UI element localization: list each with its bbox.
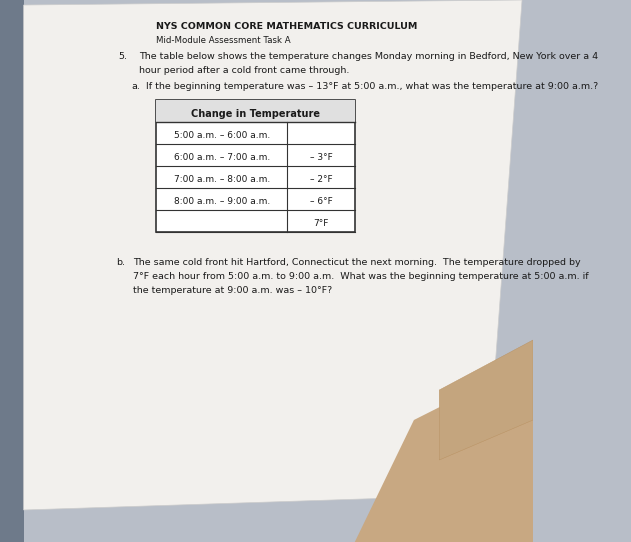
Text: 7:00 a.m. – 8:00 a.m.: 7:00 a.m. – 8:00 a.m. bbox=[174, 176, 270, 184]
Text: – 2°F: – 2°F bbox=[310, 176, 333, 184]
Text: The same cold front hit Hartford, Connecticut the next morning.  The temperature: The same cold front hit Hartford, Connec… bbox=[134, 258, 581, 267]
Bar bbox=[0, 0, 23, 542]
Text: 5:00 a.m. – 6:00 a.m.: 5:00 a.m. – 6:00 a.m. bbox=[174, 132, 270, 140]
Text: 7°F: 7°F bbox=[314, 220, 329, 229]
Text: a.: a. bbox=[131, 82, 140, 91]
Bar bbox=[156, 100, 355, 122]
Text: the temperature at 9:00 a.m. was – 10°F?: the temperature at 9:00 a.m. was – 10°F? bbox=[134, 286, 333, 295]
Text: 6:00 a.m. – 7:00 a.m.: 6:00 a.m. – 7:00 a.m. bbox=[174, 153, 270, 163]
Text: b.: b. bbox=[117, 258, 126, 267]
Text: 5.: 5. bbox=[118, 52, 127, 61]
Text: hour period after a cold front came through.: hour period after a cold front came thro… bbox=[139, 66, 350, 75]
Text: – 3°F: – 3°F bbox=[310, 153, 333, 163]
Text: If the beginning temperature was – 13°F at 5:00 a.m., what was the temperature a: If the beginning temperature was – 13°F … bbox=[146, 82, 598, 91]
Bar bbox=[156, 100, 355, 232]
Polygon shape bbox=[23, 0, 522, 510]
Text: Mid-Module Assessment Task A: Mid-Module Assessment Task A bbox=[156, 36, 291, 45]
Text: 7°F each hour from 5:00 a.m. to 9:00 a.m.  What was the beginning temperature at: 7°F each hour from 5:00 a.m. to 9:00 a.m… bbox=[134, 272, 589, 281]
Polygon shape bbox=[439, 340, 533, 460]
Text: – 6°F: – 6°F bbox=[310, 197, 333, 207]
Text: 8:00 a.m. – 9:00 a.m.: 8:00 a.m. – 9:00 a.m. bbox=[174, 197, 270, 207]
Text: The table below shows the temperature changes Monday morning in Bedford, New Yor: The table below shows the temperature ch… bbox=[139, 52, 599, 61]
Text: Change in Temperature: Change in Temperature bbox=[191, 109, 320, 119]
Text: NYS COMMON CORE MATHEMATICS CURRICULUM: NYS COMMON CORE MATHEMATICS CURRICULUM bbox=[156, 22, 418, 31]
Polygon shape bbox=[355, 360, 533, 542]
